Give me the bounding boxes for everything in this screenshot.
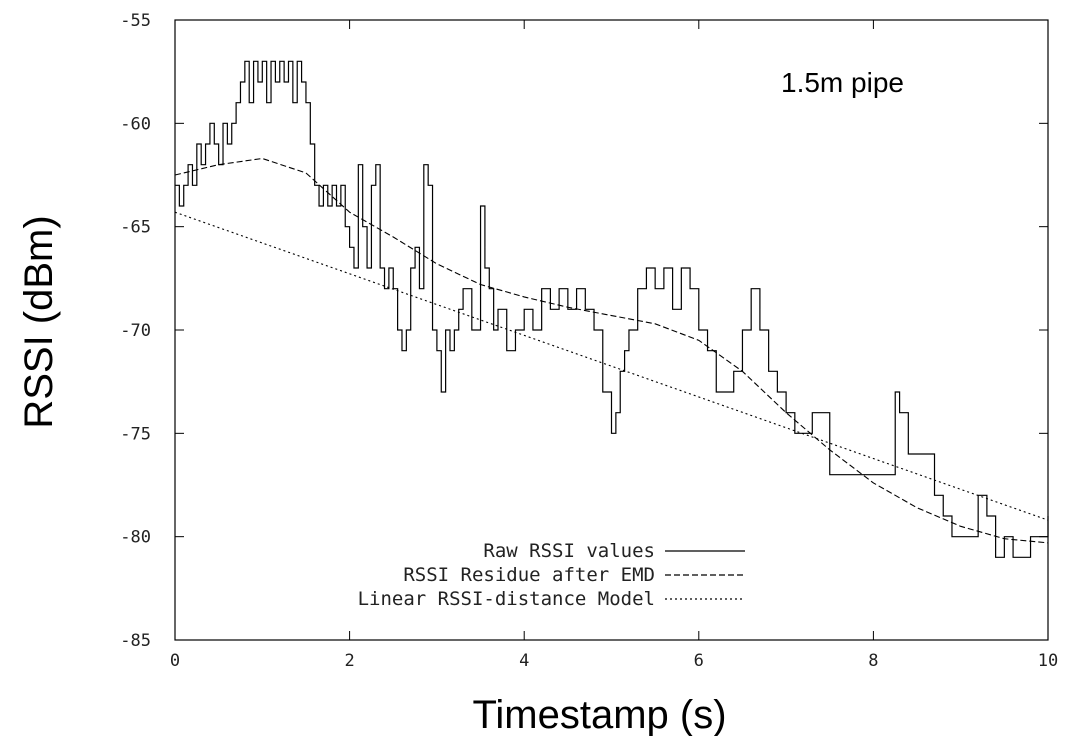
chart-annotation: 1.5m pipe	[781, 67, 904, 98]
series-layer	[174, 60, 1049, 558]
series-line-3	[174, 211, 1049, 521]
x-tick-label: 6	[694, 651, 704, 671]
y-axis-label: RSSI (dBm)	[17, 215, 61, 428]
ticks-layer: 0 2 4 6 8 10 -85 -80 -75 -70 -65 -60 -55	[120, 11, 1058, 671]
x-tick-label: 10	[1038, 651, 1058, 671]
x-tick-label: 4	[519, 651, 529, 671]
legend-label-3: Linear RSSI-distance Model	[358, 588, 655, 610]
x-tick-label: 8	[868, 651, 878, 671]
y-tick-label: -55	[120, 11, 151, 31]
y-tick-label: -80	[120, 528, 151, 548]
series-line-2	[174, 157, 1049, 544]
series-line-1	[175, 60, 1049, 558]
legend-label-2: RSSI Residue after EMD	[403, 564, 655, 586]
legend-label-1: Raw RSSI values	[483, 540, 655, 562]
plot-frame	[174, 19, 1049, 641]
x-tick-label: 2	[344, 651, 354, 671]
y-tick-label: -85	[120, 631, 151, 651]
x-tick-label: 0	[170, 651, 180, 671]
y-tick-label: -65	[120, 218, 151, 238]
y-tick-label: -75	[120, 424, 151, 444]
x-axis-label: Timestamp (s)	[472, 693, 726, 736]
y-tick-label: -60	[120, 114, 151, 134]
y-tick-label: -70	[120, 321, 151, 341]
